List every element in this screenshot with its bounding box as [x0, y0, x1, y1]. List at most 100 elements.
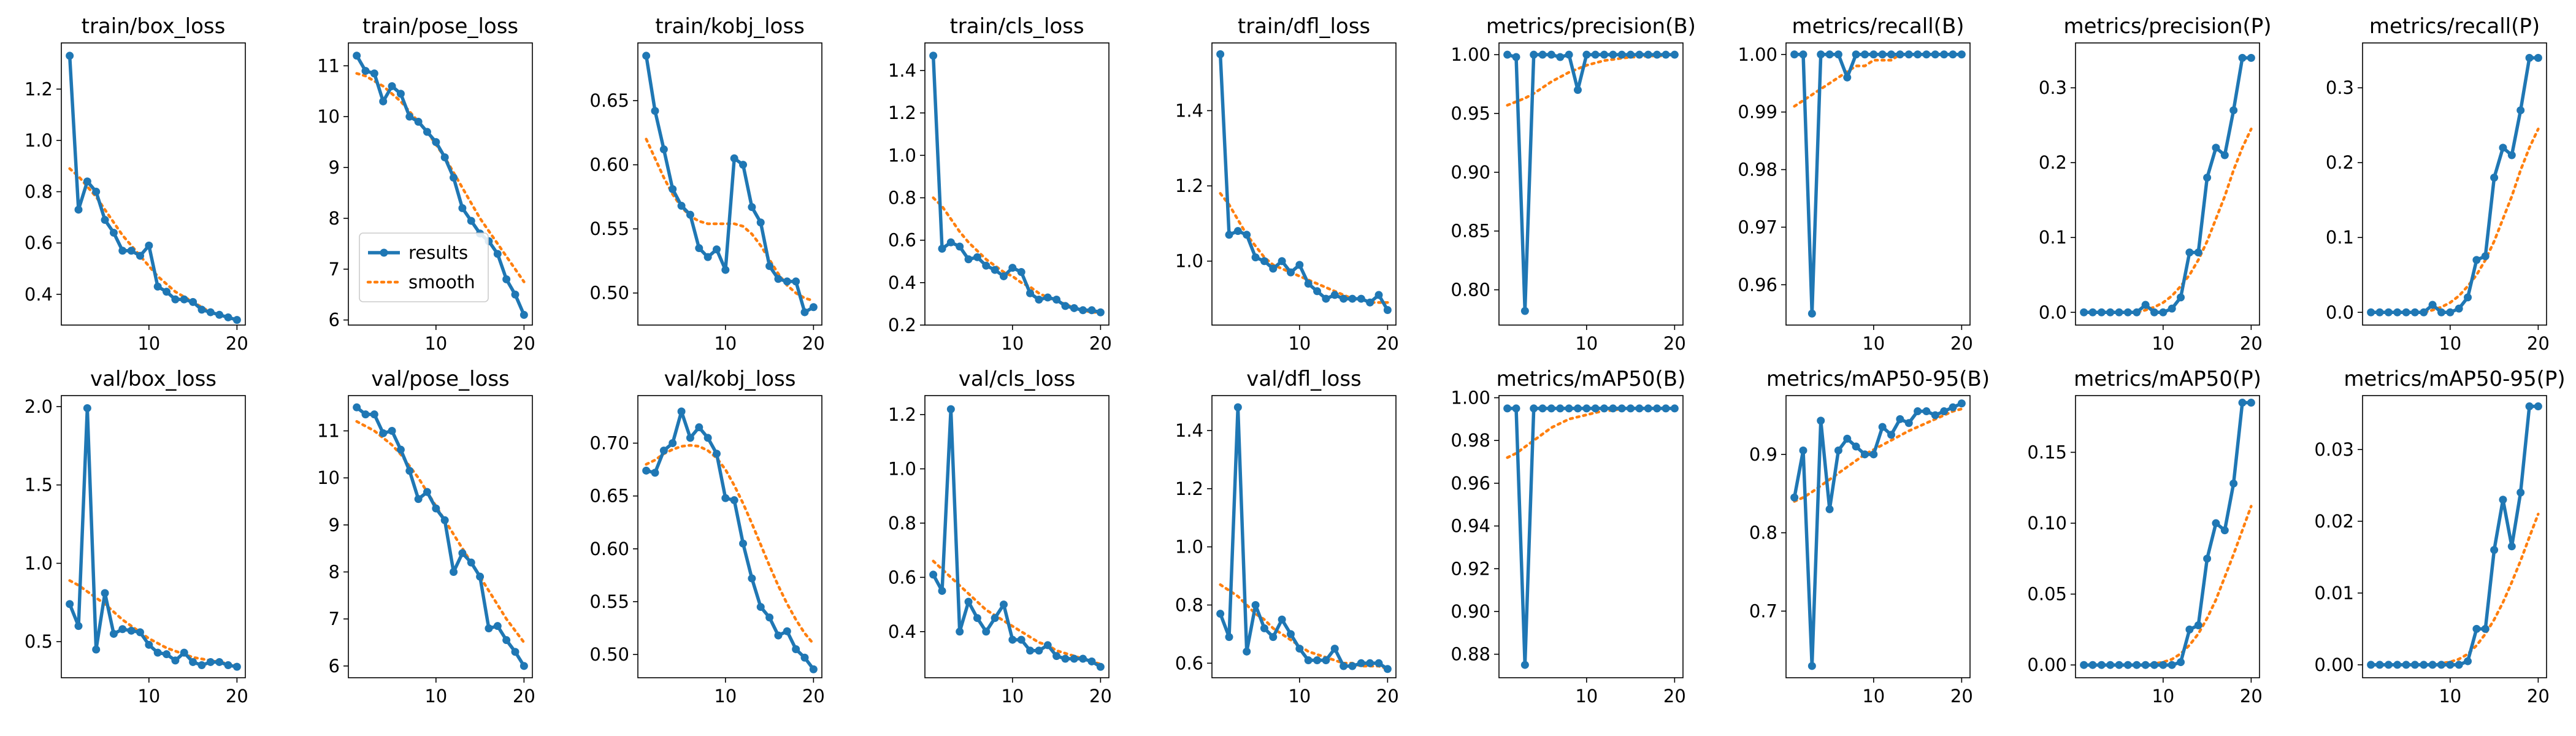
- y-tick-label: 0.02: [2314, 511, 2354, 532]
- results-point: [476, 572, 485, 581]
- axes-frame: [2075, 42, 2260, 326]
- results-point: [2534, 53, 2542, 62]
- series-results-line: [1507, 407, 1675, 667]
- results-point: [1565, 50, 1573, 59]
- y-tick-label: 1.4: [1175, 420, 1203, 441]
- results-point: [1878, 423, 1887, 431]
- results-point: [929, 52, 938, 60]
- y-tick-label: 0.60: [589, 155, 629, 175]
- results-point: [92, 645, 101, 654]
- results-point: [1860, 50, 1869, 59]
- results-point: [2150, 308, 2158, 316]
- results-point: [1869, 450, 1878, 459]
- results-point: [361, 67, 370, 75]
- results-point: [1609, 50, 1617, 59]
- results-point: [1313, 656, 1322, 665]
- results-point: [677, 202, 686, 210]
- results-point: [973, 614, 981, 623]
- results-point: [1914, 407, 1922, 416]
- results-point: [2097, 661, 2106, 669]
- results-point: [1330, 291, 1339, 299]
- results-point: [1251, 600, 1260, 609]
- subplot-title: metrics/precision(B): [1486, 14, 1696, 39]
- results-point: [2507, 542, 2516, 551]
- results-point: [1922, 50, 1931, 59]
- axes-frame: [1498, 42, 1684, 326]
- results-point: [1547, 50, 1555, 59]
- results-point: [1896, 415, 1904, 423]
- results-point: [1790, 493, 1799, 502]
- results-point: [2472, 624, 2481, 633]
- results-point: [1520, 307, 1529, 315]
- results-point: [1035, 295, 1043, 304]
- x-tick-label: 20: [1089, 686, 1112, 707]
- results-point: [956, 242, 964, 251]
- results-point: [1653, 404, 1662, 413]
- results-point: [686, 434, 694, 442]
- results-point: [765, 262, 774, 270]
- legend-box: [359, 232, 489, 302]
- y-tick-label: 0.1: [2326, 227, 2354, 248]
- y-tick-label: 10: [317, 467, 340, 488]
- subplot-title: train/kobj_loss: [655, 14, 805, 39]
- results-point: [1340, 662, 1348, 670]
- results-point: [2088, 661, 2097, 669]
- y-tick-label: 6: [329, 310, 340, 331]
- results-point: [136, 628, 144, 637]
- results-point: [2212, 519, 2220, 527]
- results-point: [450, 568, 458, 576]
- x-tick-label: 20: [1663, 686, 1686, 707]
- results-point: [1644, 404, 1652, 413]
- results-point: [956, 627, 964, 636]
- results-point: [2534, 402, 2542, 411]
- results-point: [2525, 53, 2534, 62]
- results-point: [1556, 404, 1565, 413]
- results-point: [1627, 404, 1635, 413]
- results-point: [2238, 399, 2247, 407]
- results-point: [703, 434, 712, 442]
- results-point: [2088, 308, 2097, 316]
- results-point: [2194, 248, 2202, 257]
- results-point: [999, 272, 1008, 280]
- results-point: [467, 558, 475, 567]
- y-tick-label: 0.3: [2326, 77, 2354, 98]
- results-point: [502, 275, 511, 283]
- results-point: [180, 295, 188, 304]
- y-tick-label: 0.8: [888, 513, 916, 534]
- results-point: [353, 403, 361, 412]
- results-point: [1887, 431, 1896, 439]
- results-point: [659, 145, 668, 154]
- results-point: [379, 429, 388, 437]
- results-point: [1008, 635, 1017, 644]
- results-point: [370, 410, 378, 419]
- results-point: [1662, 404, 1670, 413]
- y-tick-label: 11: [317, 55, 340, 76]
- x-tick-label: 10: [137, 686, 160, 707]
- y-tick-label: 0.96: [1738, 274, 1777, 295]
- x-tick-label: 20: [1376, 333, 1399, 354]
- results-point: [669, 185, 677, 193]
- results-point: [1512, 404, 1520, 413]
- results-point: [1662, 50, 1670, 59]
- results-point: [2420, 308, 2428, 316]
- results-point: [800, 308, 809, 316]
- y-tick-label: 0.97: [1738, 217, 1777, 237]
- subplot-title: train/dfl_loss: [1238, 14, 1370, 39]
- results-point: [1348, 294, 1357, 303]
- results-point: [388, 82, 396, 90]
- results-point: [1914, 50, 1922, 59]
- results-point: [1225, 231, 1233, 239]
- results-point: [2367, 308, 2375, 316]
- results-point: [1627, 50, 1635, 59]
- results-point: [1061, 302, 1070, 310]
- series-results-line: [1792, 402, 1963, 668]
- results-point: [748, 574, 756, 583]
- results-point: [467, 217, 475, 225]
- y-tick-label: 0.88: [1451, 644, 1490, 665]
- results-point: [1860, 450, 1869, 459]
- results-point: [2402, 661, 2410, 669]
- y-tick-label: 0.4: [25, 284, 53, 305]
- results-point: [370, 69, 378, 78]
- results-point: [1087, 306, 1096, 315]
- results-point: [1609, 404, 1617, 413]
